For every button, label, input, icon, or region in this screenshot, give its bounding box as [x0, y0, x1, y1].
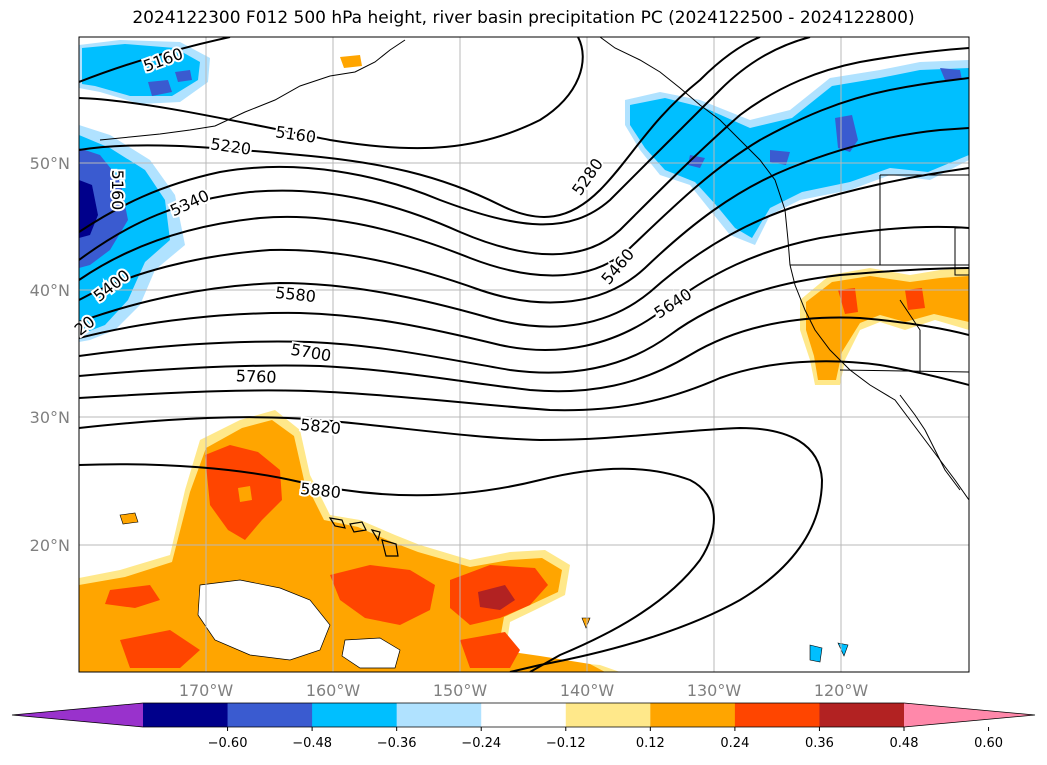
- contour-label: 5880: [299, 479, 341, 502]
- height-contours: [79, 37, 969, 672]
- colorbar: [11, 702, 1036, 728]
- colorbar-segment: [227, 703, 313, 727]
- colorbar-segment: [565, 703, 651, 727]
- lon-label: 140°W: [560, 681, 615, 700]
- lat-label: 50°N: [30, 154, 70, 173]
- colorbar-segment: [481, 703, 567, 727]
- colorbar-tick-label: −0.12: [546, 736, 586, 751]
- lon-label: 150°W: [433, 681, 488, 700]
- colorbar-tick-label: −0.24: [461, 736, 501, 751]
- colorbar-tick-label: −0.48: [292, 736, 332, 751]
- contour-label: 5760: [236, 366, 277, 386]
- map-frame: [78, 36, 970, 673]
- colorbar-segment: [734, 703, 820, 727]
- colorbar-segment: [143, 703, 229, 727]
- colorbar-tick-label: 0.36: [805, 736, 834, 751]
- graticule: [79, 37, 969, 672]
- colorbar-segment: [819, 703, 905, 727]
- lon-label: 170°W: [179, 681, 234, 700]
- precip-positive-fields: [79, 55, 969, 672]
- hawaii-islands: [328, 517, 399, 557]
- colorbar-extend-high: [904, 703, 1035, 727]
- colorbar-tick-label: 0.60: [974, 736, 1003, 751]
- colorbar-tick-label: −0.36: [377, 736, 417, 751]
- colorbar-tick-label: −0.60: [208, 736, 248, 751]
- lat-label: 40°N: [30, 281, 70, 300]
- lon-label: 160°W: [306, 681, 361, 700]
- lat-label: 30°N: [30, 408, 70, 427]
- longitude-labels: 170°W 160°W 150°W 140°W 130°W 120°W: [179, 681, 869, 700]
- contour-label: 5160: [108, 170, 127, 211]
- colorbar-tick-label: 0.48: [890, 736, 919, 751]
- lon-label: 130°W: [687, 681, 742, 700]
- map-title: 2024122300 F012 500 hPa height, river ba…: [132, 8, 915, 28]
- latitude-labels: 50°N 40°N 30°N 20°N: [30, 154, 70, 555]
- lon-label: 120°W: [814, 681, 869, 700]
- colorbar-outline: [11, 702, 1036, 728]
- lat-label: 20°N: [30, 536, 70, 555]
- colorbar-segment: [312, 703, 398, 727]
- colorbar-segment: [396, 703, 482, 727]
- colorbar-tick-labels: −0.60 −0.48 −0.36 −0.24 −0.12 0.12 0.24 0.36 0.4…: [208, 727, 1003, 751]
- colorbar-extend-low: [12, 703, 143, 727]
- colorbar-tick-label: 0.24: [720, 736, 749, 751]
- colorbar-tick-label: 0.12: [636, 736, 665, 751]
- colorbar-segment: [650, 703, 736, 727]
